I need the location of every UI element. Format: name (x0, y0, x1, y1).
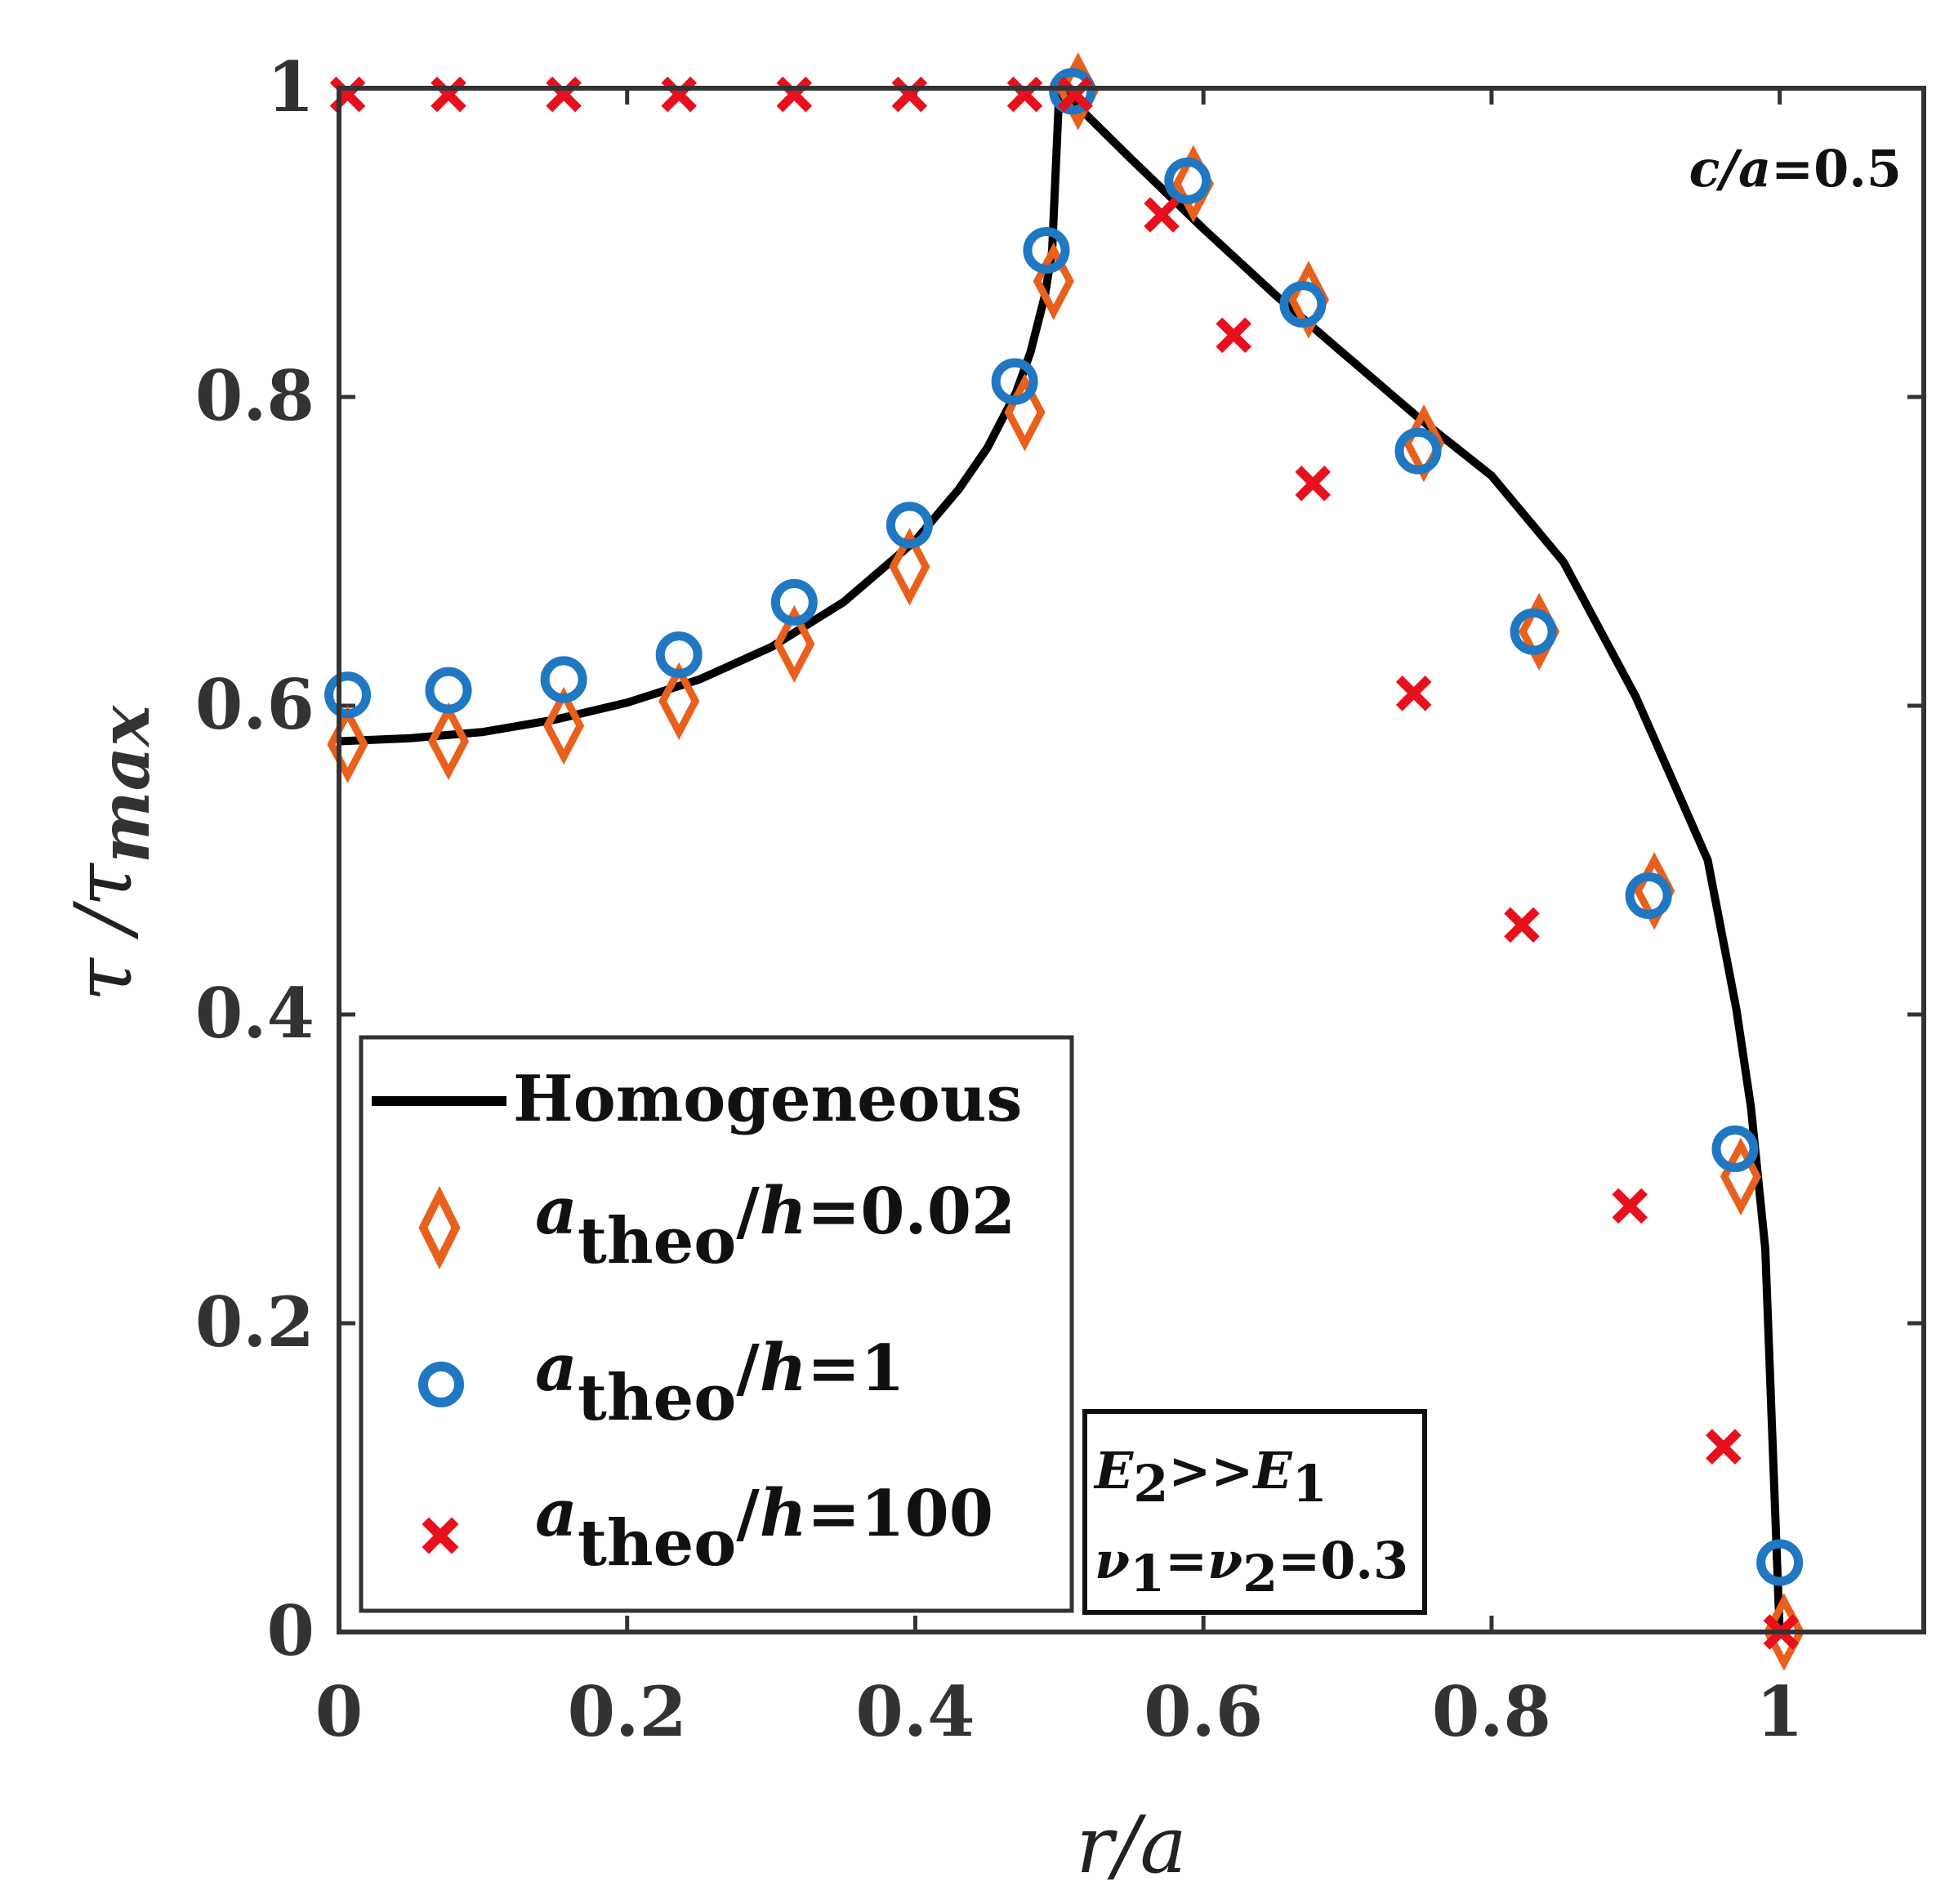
series-2 (324, 68, 1804, 1586)
diamond-point (427, 702, 470, 781)
y-tick-label: 0.4 (195, 973, 315, 1054)
diamond-point (543, 686, 585, 765)
y-axis-label-main: τ /τ (58, 862, 149, 1001)
tick-labels: 0 0.2 0.4 0.6 0.8 1 0 0.2 0.4 0.6 0.8 1 (195, 47, 1804, 1752)
legend-box (359, 1035, 1074, 1613)
y-axis-label-sub: max (84, 705, 165, 863)
circle-point (1023, 226, 1070, 274)
y-tick-label: 0 (267, 1590, 315, 1671)
corner-annotation: c/a=0.5 (1689, 139, 1902, 198)
plot-frame (337, 86, 1926, 1634)
circle-point (770, 578, 818, 626)
material-box-frame (1082, 1409, 1427, 1615)
circle-point (886, 502, 933, 549)
y-tick-label: 0.6 (195, 664, 315, 745)
legend-label-100: atheo/h=100 (535, 1474, 993, 1581)
x-tick-label: 0.6 (1144, 1671, 1263, 1752)
legend: Homogeneous atheo/h=0.02 atheo/h=1 atheo… (359, 1035, 1074, 1613)
x-point (1612, 1188, 1648, 1224)
circle-point (1279, 281, 1327, 328)
y-tick-label: 0.2 (195, 1282, 315, 1362)
legend-swatch-diamond (418, 1185, 461, 1270)
circle-point (1711, 1125, 1759, 1172)
x-point (1706, 1429, 1742, 1465)
y-tick-label: 0.8 (195, 355, 315, 436)
circle-point (1756, 1539, 1804, 1586)
x-point (1295, 466, 1331, 502)
circle-point (1394, 427, 1442, 475)
circle-point (1164, 157, 1211, 204)
y-tick-label: 1 (267, 47, 315, 127)
x-point (1504, 907, 1540, 943)
legend-label-1: atheo/h=1 (535, 1329, 905, 1435)
x-tick-label: 0.8 (1432, 1671, 1551, 1752)
circle-point (425, 667, 472, 714)
circle-point (540, 656, 587, 703)
svg-text:τ /τmax: τ /τmax (58, 705, 165, 1001)
material-line-2: ν1=ν2=0.3 (1095, 1531, 1408, 1603)
diamond-point (774, 604, 815, 684)
x-point (1395, 676, 1432, 711)
legend-swatch-circle (418, 1362, 464, 1407)
legend-swatch-x (422, 1517, 459, 1554)
x-axis-label: r/a (1076, 1799, 1186, 1891)
circle-point (655, 631, 703, 679)
x-tick-label: 0 (315, 1671, 363, 1752)
x-tick-label: 0.4 (855, 1671, 975, 1752)
legend-label-0-02: atheo/h=0.02 (535, 1172, 1015, 1278)
legend-label-homogeneous: Homogeneous (513, 1062, 1022, 1136)
y-axis-label: τ /τmax (58, 705, 165, 1001)
material-line-1: E2>>E1 (1093, 1441, 1327, 1514)
x-point (1144, 197, 1180, 233)
circle-point (324, 671, 372, 719)
x-point (1216, 317, 1251, 354)
diamond-point (889, 528, 930, 606)
x-tick-label: 1 (1755, 1671, 1803, 1752)
material-box: E2>>E1 ν1=ν2=0.3 (1082, 1409, 1427, 1615)
circle-point (1625, 872, 1672, 919)
x-tick-label: 0.2 (568, 1671, 687, 1752)
circle-point (1510, 608, 1557, 655)
diamond-point (658, 662, 700, 740)
circle-point (1049, 68, 1096, 115)
circle-point (991, 358, 1038, 405)
